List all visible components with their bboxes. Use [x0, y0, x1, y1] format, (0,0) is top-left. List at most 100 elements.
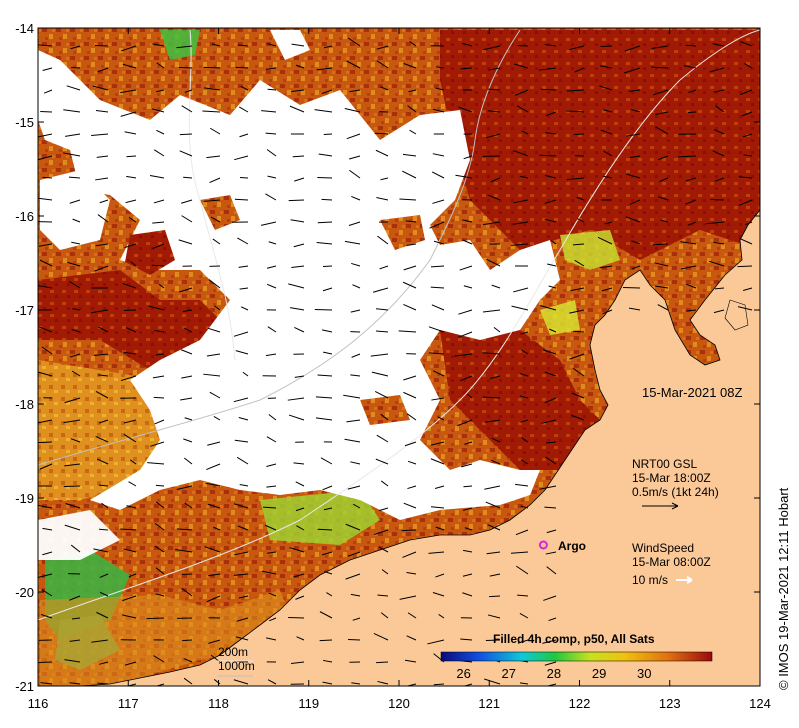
current-vector — [402, 281, 417, 289]
current-vector — [545, 111, 557, 117]
current-vector — [152, 43, 165, 47]
current-vector — [152, 243, 165, 249]
current-vector — [409, 41, 417, 47]
current-vector — [265, 67, 277, 70]
current-vector — [121, 45, 137, 52]
current-vector — [260, 221, 277, 226]
current-vector — [288, 283, 305, 289]
current-vector — [38, 243, 53, 247]
current-vector — [427, 639, 445, 645]
current-vector — [463, 155, 473, 160]
current-vector — [237, 237, 249, 245]
current-vector — [291, 265, 305, 268]
current-vector — [180, 349, 193, 355]
current-vector — [125, 199, 137, 204]
current-vector — [204, 87, 221, 91]
colorbar-tick-label: 26 — [456, 666, 470, 681]
current-vector — [485, 501, 501, 509]
current-vector — [181, 375, 193, 379]
current-vector — [38, 573, 53, 578]
current-vector — [375, 458, 389, 465]
current-vector — [491, 437, 501, 443]
current-vector — [521, 437, 529, 443]
current-vector — [653, 89, 669, 96]
current-vector — [516, 565, 529, 575]
current-vector — [181, 105, 193, 113]
current-vector — [684, 199, 697, 205]
current-vector — [458, 106, 473, 113]
argo-marker[interactable]: Argo — [538, 539, 586, 553]
current-vector — [71, 617, 81, 620]
current-vector — [380, 612, 389, 619]
current-vector — [484, 678, 501, 685]
current-vector — [544, 175, 557, 179]
current-vector — [461, 463, 473, 468]
current-vector — [573, 330, 585, 333]
current-vector — [291, 43, 305, 47]
current-vector — [91, 309, 109, 314]
current-vector — [93, 353, 109, 356]
current-vector — [544, 661, 557, 666]
current-vector — [459, 265, 473, 271]
x-tick-label: 119 — [298, 696, 319, 711]
current-vector — [210, 216, 221, 223]
argo-float-icon[interactable] — [538, 540, 548, 550]
current-vector — [39, 463, 53, 470]
current-vector — [211, 43, 221, 47]
current-vector — [405, 659, 417, 663]
current-vector — [538, 67, 557, 71]
current-vector — [129, 459, 137, 465]
current-vector — [267, 326, 277, 333]
current-vector — [123, 548, 137, 553]
current-vector — [407, 105, 417, 113]
current-vector — [430, 286, 445, 289]
current-vector — [651, 45, 669, 50]
x-tick-label: 121 — [478, 696, 500, 711]
current-vector — [349, 169, 361, 179]
current-vector — [372, 287, 389, 293]
current-vector — [203, 199, 221, 202]
current-vector — [430, 265, 445, 268]
current-vector — [510, 551, 529, 554]
current-vector — [431, 304, 445, 311]
current-vector — [403, 391, 417, 399]
current-vector — [714, 287, 725, 290]
current-vector — [126, 505, 137, 509]
current-vector — [266, 283, 277, 289]
current-vector — [153, 396, 165, 399]
current-vector — [405, 220, 417, 223]
current-vector — [458, 309, 473, 315]
current-vector — [287, 397, 305, 401]
current-vector — [737, 306, 753, 311]
current-vector — [266, 436, 277, 443]
current-vector — [438, 614, 445, 619]
current-vector — [184, 502, 193, 509]
map-area — [38, 28, 760, 686]
current-vector — [97, 374, 109, 377]
current-vector — [519, 373, 529, 377]
current-vector — [628, 307, 641, 311]
current-vector — [233, 679, 249, 685]
current-vector — [295, 595, 305, 600]
current-vector — [515, 529, 529, 536]
current-vector — [207, 327, 221, 333]
current-vector — [517, 639, 529, 644]
current-vector — [513, 221, 529, 225]
x-tick-label: 118 — [208, 696, 229, 711]
current-vector — [482, 309, 501, 313]
current-vector — [289, 105, 305, 113]
current-vector — [184, 89, 193, 93]
current-vector — [233, 397, 249, 403]
current-vector — [350, 461, 361, 465]
current-vector — [432, 153, 445, 157]
current-vector — [629, 155, 641, 158]
current-vector — [655, 111, 669, 115]
current-vector — [95, 110, 109, 113]
sst-cool-patch-south — [260, 490, 380, 545]
current-vector — [437, 416, 445, 421]
current-vector — [266, 463, 277, 467]
y-tick-label: -14 — [15, 21, 34, 36]
current-vector — [235, 636, 249, 641]
y-tick-label: -20 — [15, 585, 34, 600]
current-vector — [519, 682, 529, 685]
